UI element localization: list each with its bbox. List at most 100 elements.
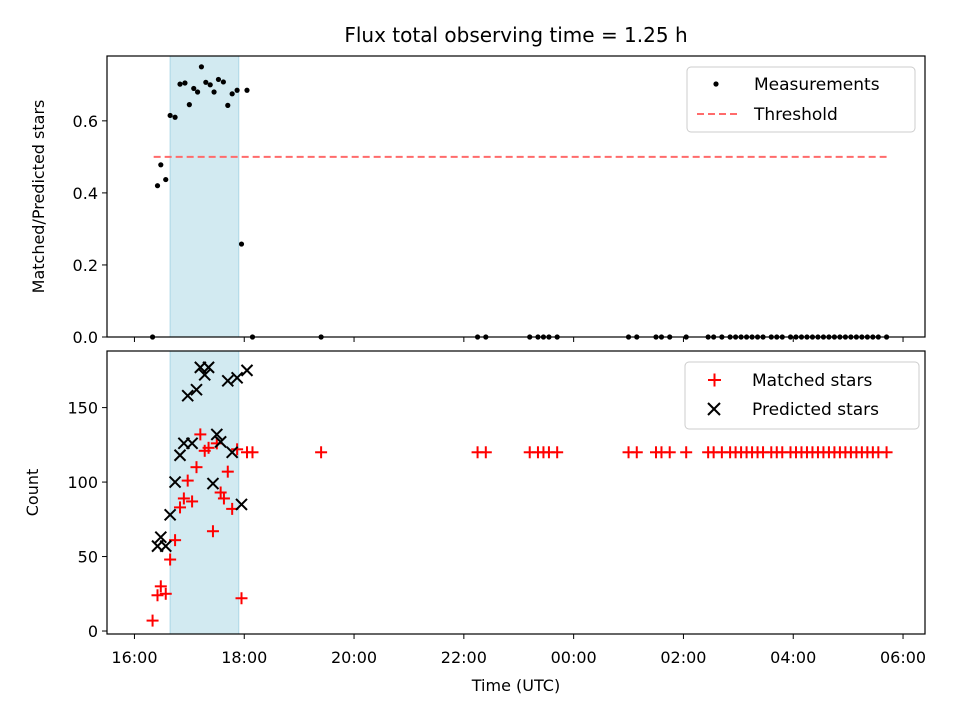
bottom-y-tick-label: 100	[67, 473, 98, 492]
bottom-y-axis: 0 50 100 150	[67, 399, 107, 641]
matched-star-point	[206, 525, 219, 538]
bottom-y-axis-title: Count	[23, 469, 42, 517]
top-legend: Measurements Threshold	[686, 66, 916, 133]
measurement-point	[154, 183, 161, 189]
matched-star-point	[315, 446, 328, 459]
predicted-star-point	[168, 475, 182, 489]
measurement-point	[215, 76, 222, 83]
top-panel: 0.0 0.2 0.4 0.6 Matched/Predicted stars Mea…	[29, 55, 926, 347]
predicted-star-point	[230, 371, 244, 385]
observing-window-span	[169, 55, 240, 338]
predicted-star-point	[154, 530, 168, 544]
matched-star-point	[221, 465, 234, 478]
bottom-x-tick-label: 16:00	[111, 648, 157, 667]
top-x-ticks	[133, 337, 904, 342]
top-y-tick-label: 0.6	[73, 112, 98, 131]
chart-title: Flux total observing time = 1.25 h	[344, 23, 687, 47]
top-y-tick-label: 0.0	[73, 328, 98, 347]
matched-star-point	[630, 446, 643, 459]
bottom-x-tick-label: 20:00	[331, 648, 377, 667]
predicted-star-point	[173, 449, 187, 462]
x-axis-title: Time (UTC)	[471, 676, 560, 695]
matched-star-point	[190, 461, 203, 474]
measurement-point	[207, 82, 213, 88]
bottom-x-tick-label: 18:00	[221, 648, 267, 667]
predicted-stars-legend-marker	[707, 402, 721, 416]
predicted-star-point	[206, 477, 220, 490]
measurement-point	[163, 176, 169, 183]
measurements-legend-marker	[713, 81, 719, 87]
predicted-stars-series	[151, 361, 254, 553]
matched-star-point	[154, 580, 167, 593]
matched-star-point	[151, 589, 164, 602]
predicted-star-point	[181, 389, 194, 402]
threshold-legend-label: Threshold	[753, 105, 838, 125]
matched-star-point	[479, 446, 492, 459]
matched-star-point	[174, 501, 187, 514]
bottom-y-tick-label: 50	[78, 548, 98, 567]
bottom-y-tick-label: 150	[67, 399, 98, 418]
predicted-star-point	[214, 435, 227, 449]
bottom-y-tick-label: 0	[88, 622, 98, 641]
measurement-point	[211, 89, 217, 95]
top-axes-frame	[106, 55, 926, 338]
top-y-tick-label: 0.2	[73, 256, 98, 275]
top-y-axis-title: Matched/Predicted stars	[29, 100, 48, 294]
measurement-point	[191, 85, 197, 92]
matched-star-point	[159, 587, 172, 600]
predicted-stars-legend-label: Predicted stars	[752, 400, 879, 420]
matched-star-point	[551, 446, 564, 459]
bottom-legend: Matched stars Predicted stars	[684, 361, 920, 430]
bottom-x-tick-label: 22:00	[441, 648, 487, 667]
measurement-point	[238, 241, 245, 247]
measurement-point	[198, 64, 205, 70]
matched-star-point	[194, 428, 207, 441]
matched-star-point	[231, 443, 244, 456]
predicted-star-point	[202, 361, 215, 374]
predicted-star-point	[240, 364, 254, 377]
matched-stars-legend-marker	[708, 373, 721, 387]
top-y-axis: 0.0 0.2 0.4 0.6	[73, 112, 107, 347]
matched-star-point	[880, 446, 893, 459]
observing-window-span	[169, 350, 240, 635]
measurement-point	[167, 112, 173, 119]
bottom-x-axis: 16:00 18:00 20:00 22:00 00:00 02:00 04:00 06:00	[111, 634, 926, 667]
measurement-point	[186, 102, 192, 108]
bottom-x-tick-label: 06:00	[880, 648, 926, 667]
matched-star-point	[146, 614, 159, 627]
measurement-point	[182, 80, 188, 86]
bottom-x-tick-label: 00:00	[551, 648, 597, 667]
measurement-point	[194, 89, 201, 95]
measurement-point	[225, 102, 231, 108]
predicted-star-point	[159, 539, 172, 553]
measurement-point	[234, 87, 240, 93]
matched-star-point	[217, 492, 230, 505]
predicted-star-point	[210, 428, 224, 441]
predicted-star-point	[163, 508, 177, 522]
matched-star-point	[177, 492, 190, 505]
matched-star-point	[663, 446, 676, 459]
bottom-plot-area	[106, 350, 926, 635]
predicted-star-point	[185, 437, 199, 450]
matched-star-point	[164, 553, 177, 566]
measurement-point	[203, 79, 209, 85]
measurements-legend-label: Measurements	[754, 75, 880, 95]
matched-stars-legend-label: Matched stars	[752, 371, 872, 391]
bottom-panel: 0 50 100 150 16:00 18:00 20:00 22:00 00:00 02:00…	[23, 350, 926, 695]
matched-star-point	[235, 592, 248, 605]
predicted-star-point	[190, 383, 203, 396]
measurement-point	[172, 114, 178, 120]
bottom-legend-box	[684, 361, 920, 430]
measurement-point	[220, 79, 226, 85]
top-plot-area	[106, 55, 926, 340]
measurement-point	[158, 162, 164, 168]
matched-star-point	[186, 495, 199, 508]
top-legend-box	[686, 66, 916, 133]
predicted-star-point	[221, 374, 234, 387]
bottom-axes-frame	[106, 350, 926, 635]
matched-star-point	[202, 441, 215, 454]
bottom-x-tick-label: 04:00	[770, 648, 816, 667]
predicted-star-point	[235, 498, 248, 511]
